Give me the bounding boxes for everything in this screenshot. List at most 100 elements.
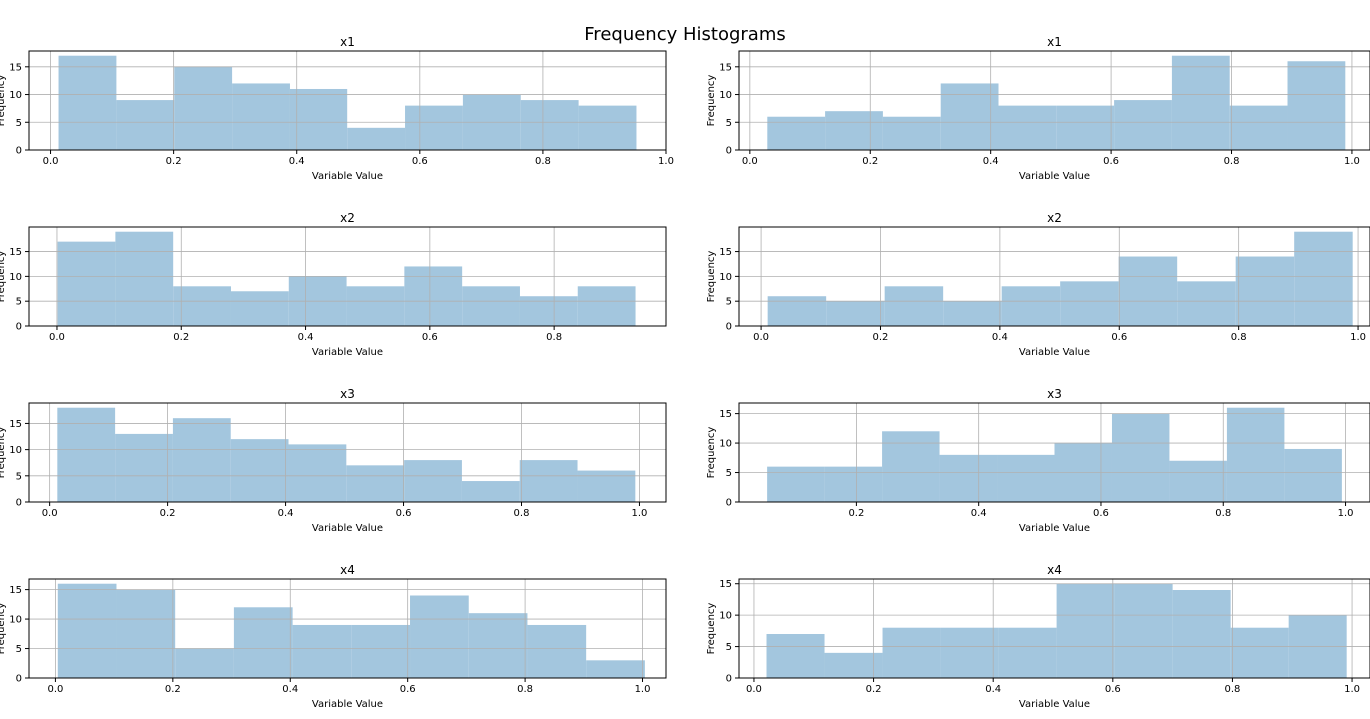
x-tick-label: 0.0 xyxy=(43,156,59,167)
histogram-bar xyxy=(57,407,116,502)
y-axis-label: Frequency xyxy=(706,427,717,479)
x-tick-label: 0.4 xyxy=(282,684,298,695)
histogram-bar xyxy=(767,466,825,502)
x-tick-label: 0.4 xyxy=(298,332,314,343)
y-tick-label: 0 xyxy=(16,322,22,333)
histogram-bar xyxy=(826,301,885,326)
y-tick-label: 15 xyxy=(719,247,732,258)
x-tick-label: 0.4 xyxy=(983,156,999,167)
histogram-bar xyxy=(767,116,826,150)
y-tick-label: 0 xyxy=(726,322,732,333)
histogram-bar xyxy=(289,88,348,150)
histogram-bar xyxy=(940,627,999,678)
x-axis-label: Variable Value xyxy=(312,171,383,182)
histogram-bar xyxy=(172,418,231,502)
axes-frame xyxy=(28,402,667,503)
x-tick-label: 1.0 xyxy=(635,684,651,695)
x-tick-label: 0.2 xyxy=(165,684,181,695)
subplot-title: x4 xyxy=(340,563,355,577)
x-tick-label: 0.6 xyxy=(1111,332,1127,343)
y-tick-label: 5 xyxy=(16,644,22,655)
histogram-bar xyxy=(58,55,117,150)
y-tick-label: 15 xyxy=(719,409,732,420)
histogram-bar xyxy=(230,439,289,502)
y-tick-label: 0 xyxy=(726,674,732,685)
histogram-bar xyxy=(998,627,1057,678)
histogram-bar xyxy=(405,105,463,150)
y-tick-label: 15 xyxy=(9,247,22,258)
x-axis-label: Variable Value xyxy=(312,347,383,358)
histogram-bar xyxy=(939,454,998,502)
histogram-bar xyxy=(57,583,117,678)
y-tick-label: 10 xyxy=(9,272,22,283)
x-tick-label: 0.2 xyxy=(862,156,878,167)
y-axis-label: Frequency xyxy=(706,75,717,127)
histogram-bar xyxy=(767,296,827,326)
histogram-bar xyxy=(940,83,999,150)
y-tick-label: 5 xyxy=(726,297,732,308)
x-axis-label: Variable Value xyxy=(1019,523,1090,534)
x-tick-label: 0.8 xyxy=(517,684,533,695)
y-tick-label: 15 xyxy=(9,419,22,430)
y-tick-label: 5 xyxy=(726,118,732,129)
y-tick-label: 0 xyxy=(16,674,22,685)
histogram-bar xyxy=(1060,281,1119,326)
histogram-bar xyxy=(882,431,940,502)
x-tick-label: 0.6 xyxy=(1105,684,1121,695)
x-tick-label: 0.2 xyxy=(173,332,189,343)
histogram-bar xyxy=(884,286,944,326)
x-axis-label: Variable Value xyxy=(1019,171,1090,182)
subplot-title: x3 xyxy=(1047,387,1062,401)
x-tick-label: 0.2 xyxy=(866,684,882,695)
y-tick-label: 0 xyxy=(726,498,732,509)
histogram-bar xyxy=(1171,55,1230,150)
histogram-bar xyxy=(1226,407,1285,502)
y-tick-label: 5 xyxy=(726,468,732,479)
x-tick-label: 0.8 xyxy=(546,332,562,343)
histogram-bar xyxy=(116,589,176,678)
histogram-bar xyxy=(232,83,290,150)
x-tick-label: 1.0 xyxy=(1350,332,1366,343)
histogram-panel: 0.0 0.2 0.4 0.6 0.8 1.0 0 5 10 15 x1 Variable Value… xyxy=(0,35,674,182)
x-tick-label: 0.4 xyxy=(985,684,1001,695)
y-tick-label: 10 xyxy=(9,445,22,456)
x-tick-label: 1.0 xyxy=(658,156,674,167)
x-tick-label: 1.0 xyxy=(1344,684,1360,695)
y-tick-label: 5 xyxy=(726,642,732,653)
histogram-bar xyxy=(1114,100,1172,150)
y-tick-label: 10 xyxy=(9,615,22,626)
x-tick-label: 0.6 xyxy=(400,684,416,695)
x-tick-label: 0.8 xyxy=(1231,332,1247,343)
y-tick-label: 15 xyxy=(9,62,22,73)
histogram-bar xyxy=(1169,460,1227,502)
histogram-bar xyxy=(115,231,174,326)
subplot-title: x4 xyxy=(1047,563,1062,577)
histogram-bar xyxy=(230,291,289,326)
x-tick-label: 0.2 xyxy=(873,332,889,343)
histogram-bar xyxy=(519,296,578,326)
y-axis-label: Frequency xyxy=(0,427,7,479)
histogram-bar xyxy=(882,627,941,678)
histogram-bar xyxy=(468,613,528,678)
y-tick-label: 15 xyxy=(719,62,732,73)
histogram-bar xyxy=(527,624,587,678)
x-axis-label: Variable Value xyxy=(312,523,383,534)
y-tick-label: 0 xyxy=(726,146,732,157)
x-tick-label: 1.0 xyxy=(632,508,648,519)
histogram-bar xyxy=(233,607,293,678)
histogram-bar xyxy=(824,466,883,502)
histogram-bar xyxy=(346,465,405,502)
x-tick-label: 0.2 xyxy=(848,508,864,519)
x-tick-label: 0.8 xyxy=(1215,508,1231,519)
subplot-title: x1 xyxy=(340,35,355,49)
histogram-bar xyxy=(1172,590,1231,678)
histogram-bar xyxy=(998,105,1057,150)
histogram-bar xyxy=(347,127,406,150)
x-tick-label: 0.6 xyxy=(1103,156,1119,167)
x-tick-label: 0.6 xyxy=(422,332,438,343)
histogram-bar xyxy=(824,652,883,678)
histogram-bar xyxy=(1177,281,1236,326)
histogram-panel: 0.2 0.4 0.6 0.8 1.0 0 5 10 15 x3 Variable Value Fre… xyxy=(706,387,1370,534)
histogram-bar xyxy=(115,433,173,502)
histogram-bar xyxy=(766,634,825,678)
